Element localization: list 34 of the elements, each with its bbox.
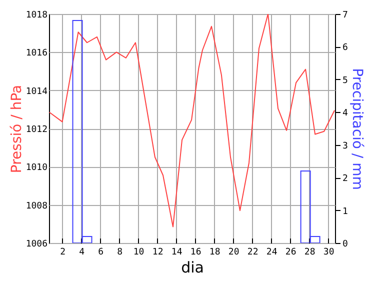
x-tick-label: 24	[266, 248, 278, 258]
y2-tick-label: 0	[342, 240, 348, 250]
y2-axis-title: Precipitació / mm	[348, 68, 365, 190]
y2-tick-label: 1	[342, 206, 348, 217]
y-tick-label: 1010	[26, 163, 48, 174]
y2-tick-label: 7	[342, 10, 348, 20]
x-tick-label: 14	[171, 248, 182, 258]
y2-tick-label: 6	[342, 43, 348, 54]
y-tick-label: 1018	[26, 10, 48, 20]
x-tick-label: 8	[117, 248, 123, 258]
x-tick-label: 6	[98, 248, 104, 258]
x-tick-label: 16	[190, 248, 202, 258]
y-tick-label: 1016	[26, 48, 48, 59]
x-tick-label: 2	[60, 248, 66, 258]
y-tick-label: 1014	[26, 86, 48, 97]
x-axis-title: dia	[181, 258, 204, 276]
x-tick-label: 4	[79, 248, 85, 258]
line-series	[49, 14, 335, 228]
x-tick-label: 10	[133, 248, 144, 258]
x-tick-label: 22	[247, 248, 258, 258]
y2-tick-label: 4	[342, 108, 348, 119]
y-tick-label: 1012	[26, 125, 48, 135]
x-tick-label: 20	[228, 248, 240, 258]
y2-tick-label: 3	[342, 141, 348, 152]
y2-tick-label: 5	[342, 76, 348, 86]
y-axis-title: Pressió / hPa	[8, 84, 25, 174]
y2-tick-label: 2	[342, 174, 348, 184]
x-tick-label: 18	[209, 248, 220, 258]
y-tick-label: 1006	[26, 240, 48, 250]
x-tick-label: 28	[304, 248, 316, 258]
x-tick-label: 30	[323, 248, 334, 258]
y-tick-label: 1008	[26, 201, 48, 212]
x-tick-label: 12	[152, 248, 164, 258]
x-tick-label: 26	[285, 248, 296, 258]
